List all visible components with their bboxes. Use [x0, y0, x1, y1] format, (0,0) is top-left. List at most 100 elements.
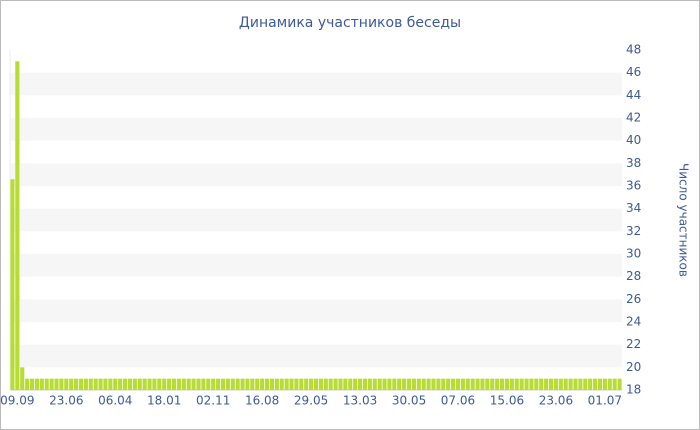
- bar: [196, 378, 201, 390]
- y-tick-label: 24: [626, 315, 641, 329]
- bar: [20, 367, 25, 390]
- bar: [304, 378, 309, 390]
- y-axis-label: Число участников: [677, 163, 691, 277]
- x-tick-label: 13.03: [343, 394, 377, 408]
- bar: [455, 378, 461, 390]
- bar: [83, 378, 88, 390]
- bar: [64, 378, 69, 390]
- y-tick-label: 46: [626, 65, 641, 79]
- bar: [181, 378, 186, 390]
- bar: [387, 378, 392, 390]
- bar: [573, 378, 578, 390]
- bar: [142, 378, 147, 390]
- x-tick-label: 18.01: [147, 394, 181, 408]
- y-tick-label: 28: [626, 269, 641, 283]
- y-tick-label: 40: [626, 133, 641, 147]
- bar: [10, 179, 15, 390]
- bar: [69, 378, 74, 390]
- bar: [451, 378, 456, 390]
- bar: [421, 378, 426, 390]
- y-tick-label: 26: [626, 292, 641, 306]
- grid-band: [10, 344, 622, 368]
- bar: [118, 378, 123, 390]
- bar: [612, 378, 617, 390]
- bar: [274, 378, 279, 390]
- bar: [284, 378, 289, 390]
- bar: [167, 378, 172, 390]
- bar: [132, 378, 137, 390]
- x-tick-label: 23.06: [49, 394, 83, 408]
- bar: [524, 378, 529, 390]
- bar: [548, 378, 554, 390]
- bar: [299, 378, 304, 390]
- x-tick-label: 09.09: [0, 394, 34, 408]
- bar: [127, 378, 133, 390]
- bar: [157, 378, 162, 390]
- y-tick-label: 22: [626, 337, 641, 351]
- bar: [343, 378, 348, 390]
- bar: [93, 378, 98, 390]
- bar: [103, 378, 108, 390]
- bar: [426, 378, 431, 390]
- bar: [416, 378, 421, 390]
- bar: [446, 378, 451, 390]
- bar: [220, 378, 226, 390]
- x-tick-label: 02.11: [196, 394, 230, 408]
- bar: [122, 378, 128, 390]
- bar: [313, 378, 319, 390]
- bar: [402, 378, 407, 390]
- grid-band: [10, 254, 622, 277]
- bar: [597, 378, 603, 390]
- bar: [588, 378, 593, 390]
- bar: [475, 378, 480, 390]
- y-tick-label: 32: [626, 224, 641, 238]
- bar: [358, 378, 363, 390]
- x-tick-label: 01.07: [588, 394, 622, 408]
- bar: [225, 378, 230, 390]
- bar: [54, 378, 59, 390]
- y-tick-label: 20: [626, 360, 641, 374]
- grid-band: [10, 163, 622, 186]
- chart-title: Динамика участников беседы: [239, 15, 461, 31]
- bar: [59, 378, 64, 390]
- bar: [333, 378, 338, 390]
- y-tick-label: 18: [626, 383, 641, 397]
- bar: [29, 378, 35, 390]
- bar: [206, 378, 211, 390]
- x-tick-label: 29.05: [294, 394, 328, 408]
- bar: [431, 378, 436, 390]
- bar: [309, 378, 314, 390]
- bar: [504, 378, 510, 390]
- bar: [113, 378, 118, 390]
- bar: [563, 378, 568, 390]
- bar: [607, 378, 612, 390]
- bar: [397, 378, 402, 390]
- y-tick-label: 44: [626, 88, 641, 102]
- bar: [211, 378, 216, 390]
- x-tick-label: 07.06: [441, 394, 475, 408]
- bar: [558, 378, 563, 390]
- bar: [294, 378, 299, 390]
- bar: [269, 378, 274, 390]
- y-tick-label: 34: [626, 201, 641, 215]
- bar: [495, 378, 500, 390]
- bar: [78, 378, 84, 390]
- bar: [260, 378, 265, 390]
- bar: [529, 378, 534, 390]
- bar: [338, 378, 343, 390]
- bar: [186, 378, 191, 390]
- bar: [348, 378, 353, 390]
- bar: [514, 378, 519, 390]
- bar: [544, 378, 549, 390]
- bar: [377, 378, 382, 390]
- x-tick-label: 16.08: [245, 394, 279, 408]
- bar: [441, 378, 446, 390]
- bar: [509, 378, 514, 390]
- bar: [279, 378, 284, 390]
- bar: [411, 378, 416, 390]
- bar: [578, 378, 583, 390]
- bar: [245, 378, 250, 390]
- bar: [318, 378, 323, 390]
- bar: [436, 378, 441, 390]
